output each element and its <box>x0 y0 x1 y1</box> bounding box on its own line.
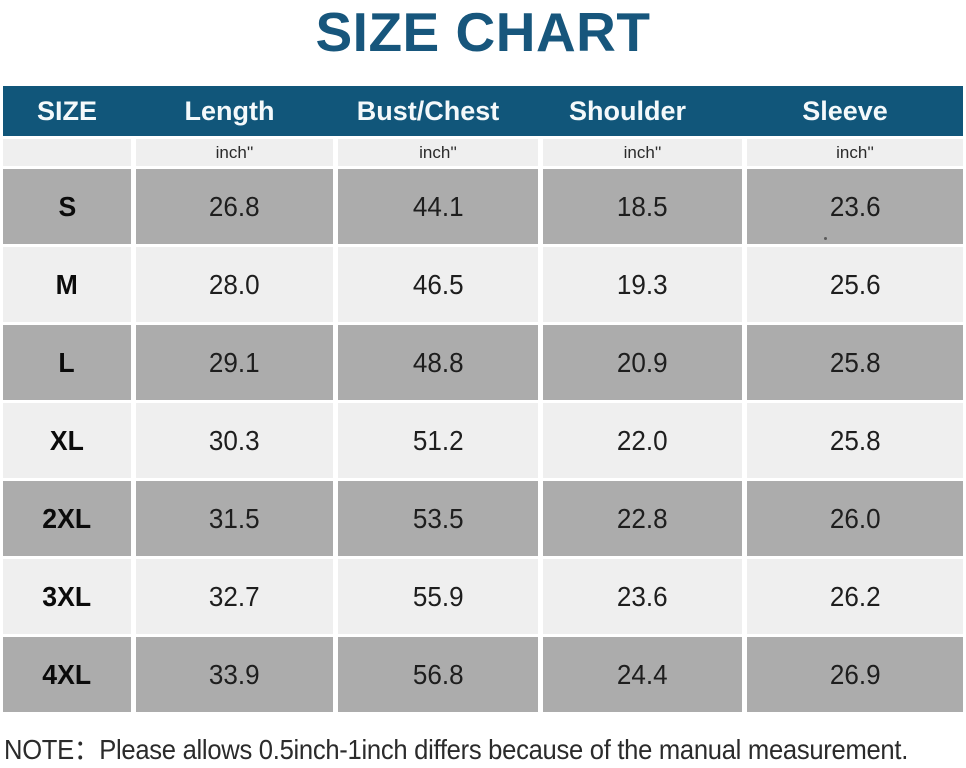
table-header-row: SIZE Length Bust/Chest Shoulder Sleeve <box>3 86 963 136</box>
size-label: 3XL <box>3 559 131 634</box>
size-chart-table: SIZE Length Bust/Chest Shoulder Sleeve i… <box>3 86 963 712</box>
value-cell-sleeve: 23.6 <box>747 169 963 244</box>
size-label: S <box>3 169 131 244</box>
size-label: 4XL <box>3 637 131 712</box>
value-cell-length: 30.3 <box>136 403 333 478</box>
value-cell-bust: 44.1 <box>338 169 538 244</box>
value-cell-sleeve: 25.6 <box>747 247 963 322</box>
value-cell-bust: 56.8 <box>338 637 538 712</box>
page-title: SIZE CHART <box>315 1 651 63</box>
column-header-size: SIZE <box>36 95 97 126</box>
value-cell-length: 29.1 <box>136 325 333 400</box>
value-cell-length: 32.7 <box>136 559 333 634</box>
unit-cell-length: inch'' <box>136 139 333 166</box>
value-cell-bust: 46.5 <box>338 247 538 322</box>
value-cell-sleeve: 26.0 <box>747 481 963 556</box>
value-cell-shoulder: 19.3 <box>543 247 742 322</box>
column-header-bust-chest: Bust/Chest <box>356 95 500 126</box>
value-cell-length: 31.5 <box>136 481 333 556</box>
unit-cell-bust-chest: inch'' <box>338 139 538 166</box>
value-cell-bust: 51.2 <box>338 403 538 478</box>
unit-cell-size <box>3 139 131 166</box>
value-cell-sleeve: 26.9 <box>747 637 963 712</box>
size-label: M <box>3 247 131 322</box>
measurement-note: NOTE：Please allows 0.5inch-1inch differs… <box>4 734 909 765</box>
table-row-4xl: 4XL 33.9 56.8 24.4 26.9 <box>3 637 963 712</box>
table-row-xl: XL 30.3 51.2 22.0 25.8 <box>3 403 963 478</box>
size-label: 2XL <box>3 481 131 556</box>
column-header-sleeve: Sleeve <box>802 95 888 126</box>
unit-row: inch'' inch'' inch'' inch'' <box>3 139 963 166</box>
column-header-length: Length <box>184 95 275 126</box>
value-cell-shoulder: 22.8 <box>543 481 742 556</box>
speck-artifact <box>824 237 827 240</box>
value-cell-shoulder: 22.0 <box>543 403 742 478</box>
column-header-shoulder: Shoulder <box>568 95 686 126</box>
value-cell-length: 26.8 <box>136 169 333 244</box>
value-cell-sleeve: 25.8 <box>747 325 963 400</box>
value-cell-length: 28.0 <box>136 247 333 322</box>
table-row-s: S 26.8 44.1 18.5 23.6 <box>3 169 963 244</box>
value-cell-bust: 48.8 <box>338 325 538 400</box>
table-row-2xl: 2XL 31.5 53.5 22.8 26.0 <box>3 481 963 556</box>
table-row-l: L 29.1 48.8 20.9 25.8 <box>3 325 963 400</box>
value-cell-length: 33.9 <box>136 637 333 712</box>
value-cell-bust: 55.9 <box>338 559 538 634</box>
unit-cell-sleeve: inch'' <box>747 139 963 166</box>
value-cell-sleeve: 25.8 <box>747 403 963 478</box>
size-label: L <box>3 325 131 400</box>
value-cell-shoulder: 20.9 <box>543 325 742 400</box>
table-row-3xl: 3XL 32.7 55.9 23.6 26.2 <box>3 559 963 634</box>
value-cell-sleeve: 26.2 <box>747 559 963 634</box>
value-cell-shoulder: 18.5 <box>543 169 742 244</box>
table-row-m: M 28.0 46.5 19.3 25.6 <box>3 247 963 322</box>
value-cell-bust: 53.5 <box>338 481 538 556</box>
value-cell-shoulder: 24.4 <box>543 637 742 712</box>
size-label: XL <box>3 403 131 478</box>
unit-cell-shoulder: inch'' <box>543 139 742 166</box>
value-cell-shoulder: 23.6 <box>543 559 742 634</box>
